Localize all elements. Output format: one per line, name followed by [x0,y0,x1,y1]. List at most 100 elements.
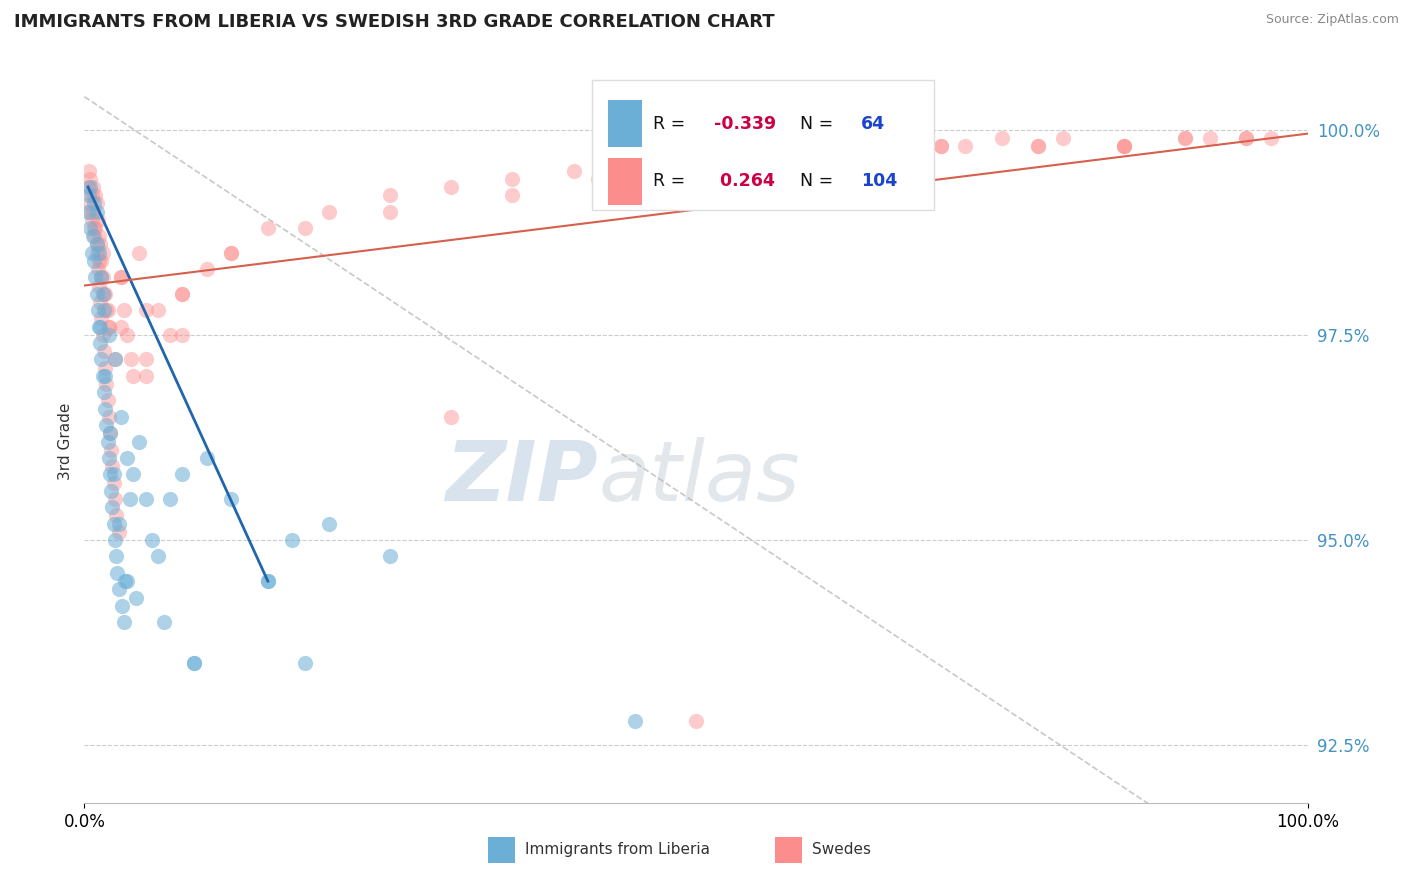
Point [77,188,100,202]
Point [97,393,120,408]
Point [135,303,157,318]
Point [172,327,194,342]
Point [97,319,120,334]
Point [80,245,103,260]
Point [195,450,218,465]
Point [98,426,121,441]
Point [257,221,280,235]
Point [1260,130,1282,145]
Point [90,311,112,326]
Point [91,245,114,260]
Point [1028,139,1050,153]
Point [91,286,114,301]
Point [97,409,120,424]
Point [107,516,129,531]
Point [87,262,110,277]
Point [135,352,157,367]
Point [1236,130,1258,145]
Point [869,147,891,161]
Point [89,295,111,310]
Point [103,475,125,490]
Point [82,180,104,194]
Point [685,147,707,161]
Point [107,582,129,597]
Point [87,245,110,260]
Point [79,171,101,186]
Point [87,229,110,244]
Point [100,483,122,498]
Text: N =: N = [800,115,839,133]
Point [110,270,132,285]
Point [1028,139,1050,153]
Point [86,245,108,260]
Point [90,253,112,268]
Point [89,319,111,334]
Point [91,368,114,383]
Point [502,171,524,186]
Point [101,500,124,515]
Point [100,442,122,457]
Point [685,163,707,178]
Point [93,286,115,301]
Point [120,352,142,367]
Point [89,336,111,351]
Point [159,491,181,506]
Point [90,270,112,285]
Point [86,237,108,252]
Point [94,401,117,416]
Point [125,591,148,605]
Point [783,155,806,169]
Point [257,574,280,588]
Point [87,303,110,318]
Point [90,352,112,367]
Point [107,524,129,539]
Point [87,319,110,334]
Point [281,533,304,547]
Point [87,253,110,268]
Point [80,188,103,202]
Point [86,196,108,211]
Point [87,212,110,227]
Point [105,566,128,580]
Point [103,516,125,531]
FancyBboxPatch shape [776,837,803,863]
Point [114,574,136,588]
Point [93,344,115,359]
Point [83,196,105,211]
Point [118,491,141,506]
Point [79,221,101,235]
Point [586,171,609,186]
Point [87,278,110,293]
Point [79,196,101,211]
Point [1198,130,1220,145]
Point [80,212,103,227]
Point [624,714,647,728]
Point [991,130,1014,145]
Point [183,657,205,671]
Point [83,253,105,268]
Point [82,229,104,244]
Point [115,327,138,342]
Point [183,657,205,671]
Text: ZIP: ZIP [446,437,598,518]
Point [831,147,853,161]
Point [115,450,138,465]
Point [502,188,524,202]
Point [77,163,100,178]
FancyBboxPatch shape [592,80,935,211]
Point [86,204,108,219]
Point [146,303,169,318]
Point [929,139,952,153]
Point [747,147,769,161]
FancyBboxPatch shape [488,837,515,863]
Text: 0.264: 0.264 [714,172,775,190]
Point [86,286,108,301]
Point [104,352,127,367]
Point [84,270,107,285]
Point [91,270,114,285]
Point [624,155,647,169]
Point [953,139,976,153]
Text: Source: ZipAtlas.com: Source: ZipAtlas.com [1265,13,1399,27]
Point [93,385,115,400]
Point [105,508,128,523]
